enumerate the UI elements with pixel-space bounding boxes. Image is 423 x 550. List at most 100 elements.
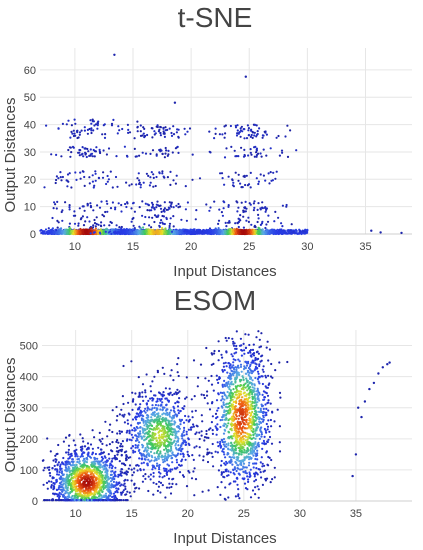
- scatter-point: [91, 174, 94, 177]
- scatter-point: [118, 226, 121, 229]
- scatter-point: [106, 202, 109, 205]
- scatter-point: [126, 231, 129, 234]
- scatter-point: [116, 132, 119, 135]
- scatter-point: [82, 205, 85, 208]
- scatter-point: [150, 206, 154, 209]
- scatter-point: [128, 184, 131, 187]
- scatter-point: [159, 134, 162, 137]
- y-tick-label: 500: [20, 341, 38, 353]
- scatter-point: [116, 231, 119, 234]
- scatter-point: [257, 217, 260, 220]
- scatter-point: [177, 151, 180, 154]
- scatter-point: [163, 176, 166, 179]
- scatter-point: [154, 132, 157, 135]
- scatter-point: [111, 186, 114, 189]
- scatter-point: [176, 230, 179, 234]
- scatter-point: [56, 231, 59, 235]
- scatter-point: [74, 122, 77, 125]
- scatter-point: [53, 464, 56, 467]
- tsne-gridlines: [40, 48, 412, 235]
- scatter-point: [262, 174, 265, 177]
- scatter-point: [101, 176, 105, 179]
- scatter-point: [146, 209, 149, 212]
- scatter-point: [240, 146, 243, 149]
- scatter-point: [142, 126, 145, 129]
- scatter-point: [261, 207, 264, 210]
- scatter-point: [101, 133, 104, 136]
- scatter-point: [247, 129, 250, 132]
- scatter-point: [149, 181, 152, 184]
- scatter-point: [79, 149, 82, 152]
- scatter-point: [54, 181, 57, 185]
- scatter-point: [249, 186, 252, 189]
- scatter-point: [252, 209, 255, 212]
- scatter-point: [298, 230, 301, 233]
- scatter-point: [123, 145, 126, 148]
- scatter-point: [54, 468, 57, 471]
- scatter-point: [133, 490, 136, 493]
- scatter-point: [81, 170, 84, 173]
- scatter-point: [237, 225, 240, 229]
- scatter-point: [65, 123, 68, 126]
- esom-title: ESOM: [174, 285, 256, 316]
- scatter-point: [251, 130, 254, 134]
- scatter-point: [73, 210, 76, 213]
- scatter-point: [253, 131, 256, 134]
- scatter-point: [167, 153, 170, 156]
- scatter-point: [124, 471, 127, 474]
- scatter-point: [90, 127, 93, 130]
- scatter-point: [128, 228, 131, 231]
- scatter-point: [136, 126, 139, 129]
- scatter-point: [208, 130, 211, 133]
- scatter-point: [61, 175, 64, 179]
- scatter-point: [274, 177, 277, 180]
- scatter-point: [104, 133, 107, 136]
- scatter-point: [214, 127, 217, 130]
- scatter-point: [182, 232, 185, 235]
- scatter-point: [161, 214, 164, 218]
- scatter-point: [168, 201, 171, 204]
- scatter-point: [170, 134, 174, 137]
- scatter-point: [261, 228, 264, 231]
- scatter-point: [94, 150, 97, 153]
- scatter-point: [138, 154, 141, 157]
- scatter-point: [221, 177, 224, 180]
- scatter-point: [171, 151, 174, 154]
- scatter-point: [93, 231, 96, 234]
- scatter-point: [281, 225, 284, 228]
- scatter-point: [141, 200, 144, 203]
- scatter-point: [236, 221, 239, 224]
- scatter-point: [249, 171, 252, 174]
- scatter-point: [103, 136, 107, 139]
- scatter-point: [95, 222, 98, 226]
- scatter-point: [281, 204, 284, 207]
- scatter-point: [186, 130, 189, 133]
- scatter-point: [136, 120, 139, 123]
- scatter-point: [69, 146, 72, 149]
- scatter-point: [163, 222, 166, 226]
- scatter-point: [152, 185, 155, 188]
- scatter-point: [50, 480, 53, 483]
- scatter-point: [167, 149, 170, 152]
- scatter-point: [260, 222, 264, 225]
- scatter-point: [61, 219, 64, 222]
- scatter-point: [102, 149, 105, 152]
- scatter-point: [156, 200, 159, 203]
- scatter-point: [96, 127, 99, 130]
- scatter-point: [257, 213, 260, 216]
- scatter-point: [175, 131, 178, 134]
- scatter-point: [123, 230, 126, 233]
- scatter-point: [84, 230, 87, 233]
- scatter-point: [70, 151, 73, 154]
- scatter-point: [253, 123, 257, 126]
- scatter-point: [54, 203, 57, 206]
- scatter-point: [173, 232, 177, 235]
- scatter-point: [100, 200, 103, 203]
- scatter-point: [196, 232, 199, 235]
- scatter-point: [237, 232, 240, 235]
- scatter-point: [164, 126, 167, 129]
- scatter-point: [208, 209, 211, 212]
- scatter-point: [79, 171, 82, 174]
- scatter-point: [252, 202, 255, 205]
- scatter-point: [290, 223, 293, 226]
